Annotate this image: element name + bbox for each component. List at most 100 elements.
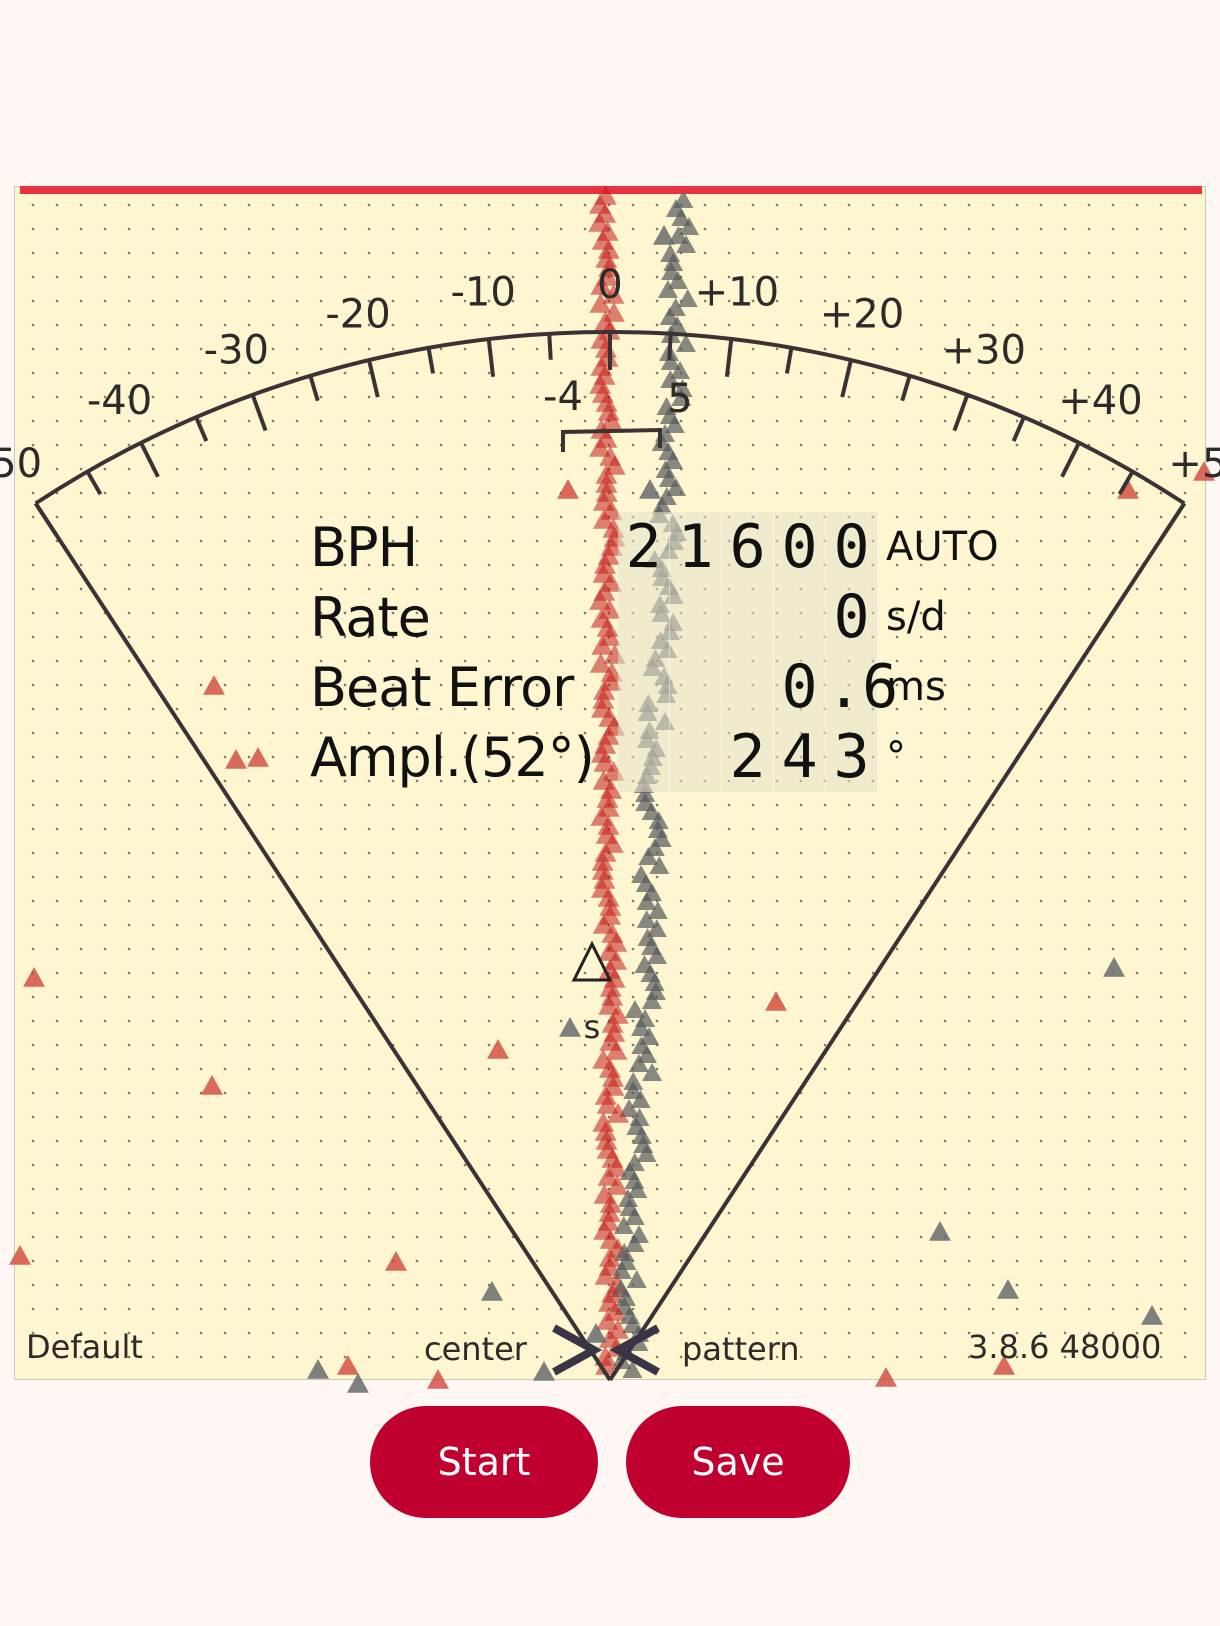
start-button[interactable]: Start [370,1406,598,1518]
beat-marker-red [597,887,620,907]
rate-digit [670,582,722,652]
scale-tick [724,338,734,378]
beat-marker-gray [679,217,700,235]
beat-marker-red [607,1103,630,1123]
beat-error-digit [618,652,670,722]
beat-marker-red [23,967,45,987]
beat-marker-red [993,1355,1015,1375]
beat-marker-gray [623,1072,644,1090]
beat-marker-red [594,1085,617,1105]
beat-marker-gray [647,901,668,919]
beat-marker-red [247,747,269,767]
amplitude-digit: 2 [722,722,774,792]
beat-marker-red [600,662,623,682]
center-label: center [424,1330,527,1368]
bph-digit: 6 [722,512,774,582]
beat-marker-gray [307,1359,329,1379]
beat-marker-gray [533,1361,555,1381]
beat-marker-red [594,554,617,574]
beat-marker-gray [622,1360,643,1378]
beat-marker-red [596,617,619,637]
center-pattern-chevrons[interactable] [548,1322,664,1378]
bph-digit: 0 [774,512,826,582]
bph-value: 2 1 6 0 0 [618,512,878,582]
beat-marker-gray [653,225,675,245]
beat-marker-gray [639,479,661,499]
beat-marker-gray [638,847,659,865]
beat-marker-gray [641,991,662,1009]
beat-error-digit: 0 [774,652,826,722]
profile-name[interactable]: Default [26,1328,143,1366]
amplitude-digit: 3 [826,722,878,792]
inner-tick-label: 5 [667,376,692,422]
beat-marker-red [595,1130,618,1150]
scale-tick-label: -10 [450,269,515,315]
scale-tick-label: -30 [204,328,269,374]
beat-marker-gray [481,1281,503,1301]
rate-digit [722,582,774,652]
beat-marker-red [595,392,618,412]
beat-error-label: Beat Error [310,655,574,719]
beat-marker-gray [676,235,697,253]
inner-tick-label: -4 [543,374,583,420]
beat-marker-red [589,590,612,610]
beat-marker-red [765,991,787,1011]
amplitude-digit: 4 [774,722,826,792]
bph-digit: 0 [826,512,878,582]
beat-marker-red [599,1193,622,1213]
beat-marker-gray [660,352,681,370]
pattern-label: pattern [682,1330,800,1368]
beat-marker-gray [613,1216,634,1234]
beat-marker-red [1193,461,1215,481]
beat-marker-gray [615,1288,636,1306]
beat-marker-red [602,284,625,304]
version-label: 3.8.6 48000 [968,1328,1162,1366]
beat-error-value: 0 .6 [618,652,898,722]
beat-marker-gray [663,253,684,271]
scale-tick [1161,502,1187,537]
beat-marker-red [557,479,579,499]
rate-unit: s/d [886,594,946,640]
beat-marker-gray [671,388,692,406]
amplitude-scale: -50 -40 -30 -20 -10 0 +10 +20 +30 +40 +50 -4 5 s [0,262,1220,1382]
scale-tick-label: +40 [1058,378,1142,424]
beat-marker-gray [631,1018,652,1036]
rate-label: Rate [310,585,431,649]
beat-marker-red [593,680,616,700]
beat-marker-red [595,1355,618,1375]
beat-marker-gray [627,1180,648,1198]
beat-marker-gray [631,1126,652,1144]
beat-marker-gray [624,1000,645,1018]
beat-marker-red [599,977,622,997]
inner-scale-bracket [561,427,662,452]
beat-marker-gray [667,271,688,289]
scale-tick-label: +10 [695,269,779,315]
beat-marker-red [9,1245,31,1265]
beat-marker-red [225,749,247,769]
beat-marker-red [385,1251,407,1271]
beat-marker-gray [657,280,678,298]
beat-marker-gray [611,1261,632,1279]
beat-marker-red [601,1013,624,1033]
scale-tick-label: -40 [87,378,152,424]
beat-marker-gray [347,1373,369,1393]
beat-marker-red [591,860,614,880]
scale-tick-label: +50 [1168,441,1220,487]
rate-digit [618,582,670,652]
beat-marker-gray [637,1045,658,1063]
save-button[interactable]: Save [626,1406,850,1518]
beat-marker-gray [649,856,670,874]
scale-tick [1060,441,1081,478]
scale-tick [952,394,970,432]
beat-marker-gray [929,1221,951,1241]
beat-marker-gray [666,478,687,496]
beat-marker-red [590,275,613,295]
beat-marker-gray [630,1090,651,1108]
scale-tick-label: 0 [597,262,622,308]
chevron-left-icon [609,1324,660,1376]
beat-marker-gray [660,370,681,388]
beat-marker-gray [644,973,665,991]
scale-tick [33,502,59,537]
beat-marker-red [605,1040,628,1060]
